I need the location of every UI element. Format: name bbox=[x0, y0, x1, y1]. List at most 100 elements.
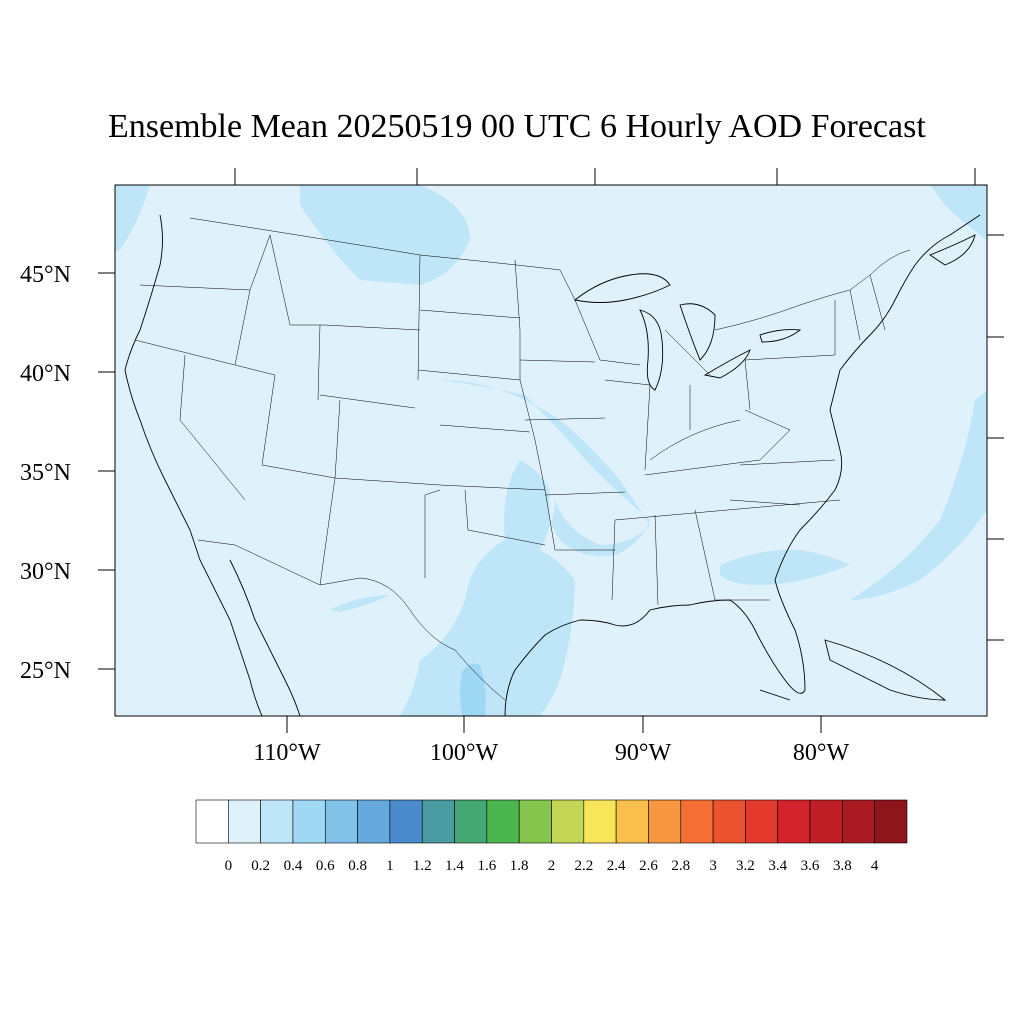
colorbar-swatch bbox=[454, 799, 488, 844]
border-sd-ne bbox=[417, 369, 521, 381]
colorbar-swatch bbox=[648, 799, 682, 844]
aod-plumes bbox=[115, 185, 987, 716]
border-ks-ok bbox=[439, 484, 546, 491]
border-new-england bbox=[834, 274, 886, 355]
colorbar-label: 4 bbox=[871, 858, 879, 874]
border-al-ga bbox=[694, 509, 716, 601]
border-dakotas-mt bbox=[417, 254, 421, 381]
colorbar-swatch bbox=[228, 799, 261, 844]
colorbar-label: 2.6 bbox=[639, 858, 658, 874]
colorbar-label: 3.8 bbox=[833, 858, 852, 874]
pacific-coastline bbox=[124, 214, 263, 716]
colorbar-swatch bbox=[777, 799, 811, 844]
florida-keys bbox=[759, 689, 791, 701]
colorbar-swatch bbox=[583, 799, 617, 844]
nova-scotia-coastline bbox=[929, 234, 976, 266]
colorbar-label: 2 bbox=[548, 858, 556, 874]
lat-label-40: 40°N bbox=[20, 361, 71, 387]
colorbar-label: 0.6 bbox=[316, 858, 335, 874]
colorbar-swatch bbox=[292, 799, 326, 844]
border-co-nm bbox=[334, 477, 441, 486]
colorbar-swatch bbox=[421, 799, 455, 844]
cuba-coastline bbox=[824, 639, 947, 701]
colorbar-swatch bbox=[809, 799, 843, 844]
aod-plume-central bbox=[400, 380, 650, 716]
baja-coastline bbox=[229, 559, 301, 716]
colorbar-swatch bbox=[389, 799, 423, 844]
border-ut-co bbox=[334, 399, 341, 479]
lon-label-90w: 90°W bbox=[615, 740, 672, 766]
border-ut-az bbox=[261, 464, 336, 479]
border-mt-wy bbox=[324, 324, 421, 331]
atlantic-coastline bbox=[774, 214, 981, 581]
state-borders bbox=[134, 217, 911, 701]
border-mn-ia bbox=[519, 359, 596, 363]
lat-label-45: 45°N bbox=[20, 262, 71, 288]
colorbar-label: 0.4 bbox=[284, 858, 303, 874]
border-pa-ny bbox=[744, 354, 836, 361]
border-ne-ks bbox=[439, 424, 531, 433]
colorbar-label: 2.4 bbox=[607, 858, 626, 874]
border-wv bbox=[744, 409, 791, 461]
coastlines bbox=[124, 214, 981, 716]
colorbar-label: 2.2 bbox=[574, 858, 593, 874]
colorbar-label: 1.8 bbox=[510, 858, 529, 874]
border-wy-ut bbox=[317, 324, 321, 401]
colorbar-swatch bbox=[712, 799, 746, 844]
aod-plume-northwest bbox=[115, 185, 150, 252]
border-nc-sc bbox=[729, 499, 801, 506]
colorbar-label: 1.2 bbox=[413, 858, 432, 874]
border-ia-mo bbox=[524, 417, 606, 421]
colorbar-label: 1 bbox=[386, 858, 394, 874]
colorbar-label: 2.8 bbox=[671, 858, 690, 874]
border-ky-oh bbox=[649, 419, 741, 461]
colorbar-label: 1.4 bbox=[445, 858, 464, 874]
border-plains-east bbox=[514, 259, 556, 551]
colorbar-swatch bbox=[615, 799, 649, 844]
left-ticks bbox=[98, 272, 115, 670]
border-or-ca bbox=[134, 339, 276, 376]
colorbar-swatch bbox=[874, 799, 908, 844]
colorbar-swatch bbox=[486, 799, 520, 844]
colorbar-swatch bbox=[842, 799, 875, 844]
lake-michigan bbox=[639, 309, 664, 391]
lake-superior bbox=[573, 273, 671, 303]
border-ca-nv bbox=[179, 354, 246, 501]
gulf-coastline bbox=[504, 579, 806, 716]
lake-huron bbox=[679, 303, 716, 361]
lon-label-80w: 80°W bbox=[793, 740, 850, 766]
colorbar-swatch bbox=[260, 799, 294, 844]
colorbar-label: 3.4 bbox=[768, 858, 787, 874]
border-id bbox=[234, 234, 271, 366]
colorbar-label: 3 bbox=[709, 858, 717, 874]
bottom-ticks bbox=[286, 716, 822, 733]
border-az-nm bbox=[319, 477, 336, 586]
colorbar-swatch bbox=[195, 799, 229, 844]
colorbar-label: 3.6 bbox=[801, 858, 820, 874]
aod-plume-canada-east bbox=[930, 185, 987, 240]
canada-border-east bbox=[714, 249, 911, 331]
aod-plume-pacific-sw bbox=[330, 595, 390, 612]
lat-label-35: 35°N bbox=[20, 460, 71, 486]
canada-border bbox=[189, 217, 576, 301]
colorbar-label: 1.6 bbox=[477, 858, 496, 874]
border-mo-ar bbox=[544, 491, 626, 496]
top-ticks bbox=[234, 168, 976, 185]
map-frame bbox=[114, 184, 988, 717]
border-wa-or bbox=[139, 284, 251, 291]
lon-label-110w: 110°W bbox=[253, 740, 321, 766]
map-title: Ensemble Mean 20250519 00 UTC 6 Hourly A… bbox=[108, 108, 926, 145]
border-oh-pa bbox=[744, 359, 751, 411]
right-ticks bbox=[987, 234, 1004, 641]
colorbar-label: 3.2 bbox=[736, 858, 755, 874]
lake-erie bbox=[703, 349, 751, 379]
lat-label-25: 25°N bbox=[20, 658, 71, 684]
lake-ontario bbox=[759, 329, 802, 343]
colorbar-swatch bbox=[324, 799, 358, 844]
border-ok-tx bbox=[424, 489, 546, 578]
colorbar-swatch bbox=[745, 799, 779, 844]
colorbar-swatch bbox=[680, 799, 714, 844]
aod-plume-gulf bbox=[720, 549, 850, 585]
colorbar-label: 0 bbox=[225, 858, 233, 874]
